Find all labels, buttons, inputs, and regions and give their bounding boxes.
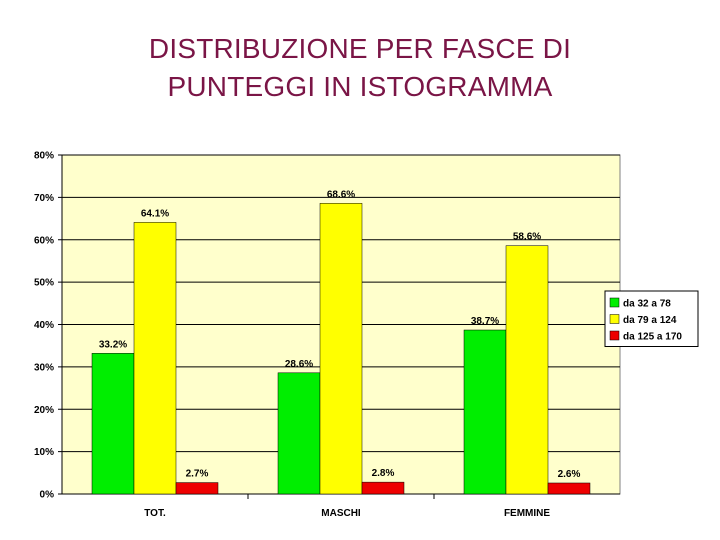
legend-label: da 32 a 78 bbox=[623, 299, 671, 310]
data-label: 28.6% bbox=[285, 359, 313, 370]
bar bbox=[361, 481, 405, 495]
data-label: 38.7% bbox=[471, 316, 499, 327]
bar bbox=[133, 222, 177, 495]
data-label: 64.1% bbox=[141, 208, 169, 219]
x-category-label: FEMMINE bbox=[504, 508, 550, 519]
data-label: 68.6% bbox=[327, 189, 355, 200]
x-category-label: TOT. bbox=[144, 508, 166, 519]
data-label: 33.2% bbox=[99, 339, 127, 350]
y-tick-label: 60% bbox=[34, 235, 54, 246]
bar bbox=[547, 482, 591, 495]
y-tick-label: 30% bbox=[34, 362, 54, 373]
bar bbox=[277, 372, 321, 495]
title-line-1: DISTRIBUZIONE PER FASCE DI bbox=[148, 33, 572, 64]
y-tick-label: 20% bbox=[34, 405, 54, 416]
bar bbox=[319, 203, 363, 495]
y-tick-label: 40% bbox=[34, 320, 54, 331]
y-tick-label: 80% bbox=[34, 151, 54, 162]
data-label: 2.8% bbox=[372, 468, 395, 479]
data-label: 2.6% bbox=[558, 469, 581, 480]
x-category-label: MASCHI bbox=[321, 508, 361, 519]
bar bbox=[463, 329, 507, 495]
bar bbox=[175, 482, 219, 495]
legend-box bbox=[604, 290, 699, 347]
y-tick-label: 70% bbox=[34, 193, 54, 204]
y-tick-label: 0% bbox=[40, 490, 55, 501]
data-label: 58.6% bbox=[513, 232, 541, 243]
slide-title: DISTRIBUZIONE PER FASCE DI PUNTEGGI IN I… bbox=[0, 30, 720, 106]
legend-swatch bbox=[609, 297, 620, 308]
y-tick-label: 50% bbox=[34, 278, 54, 289]
legend-swatch bbox=[609, 330, 620, 341]
bar bbox=[91, 353, 135, 495]
data-label: 2.7% bbox=[186, 469, 209, 480]
title-line-2: PUNTEGGI IN ISTOGRAMMA bbox=[167, 71, 553, 102]
y-tick-label: 10% bbox=[34, 447, 54, 458]
bar bbox=[505, 245, 549, 495]
legend-swatch bbox=[609, 314, 620, 324]
legend-label: da 79 a 124 bbox=[623, 315, 677, 326]
legend-label: da 125 a 170 bbox=[623, 332, 682, 343]
